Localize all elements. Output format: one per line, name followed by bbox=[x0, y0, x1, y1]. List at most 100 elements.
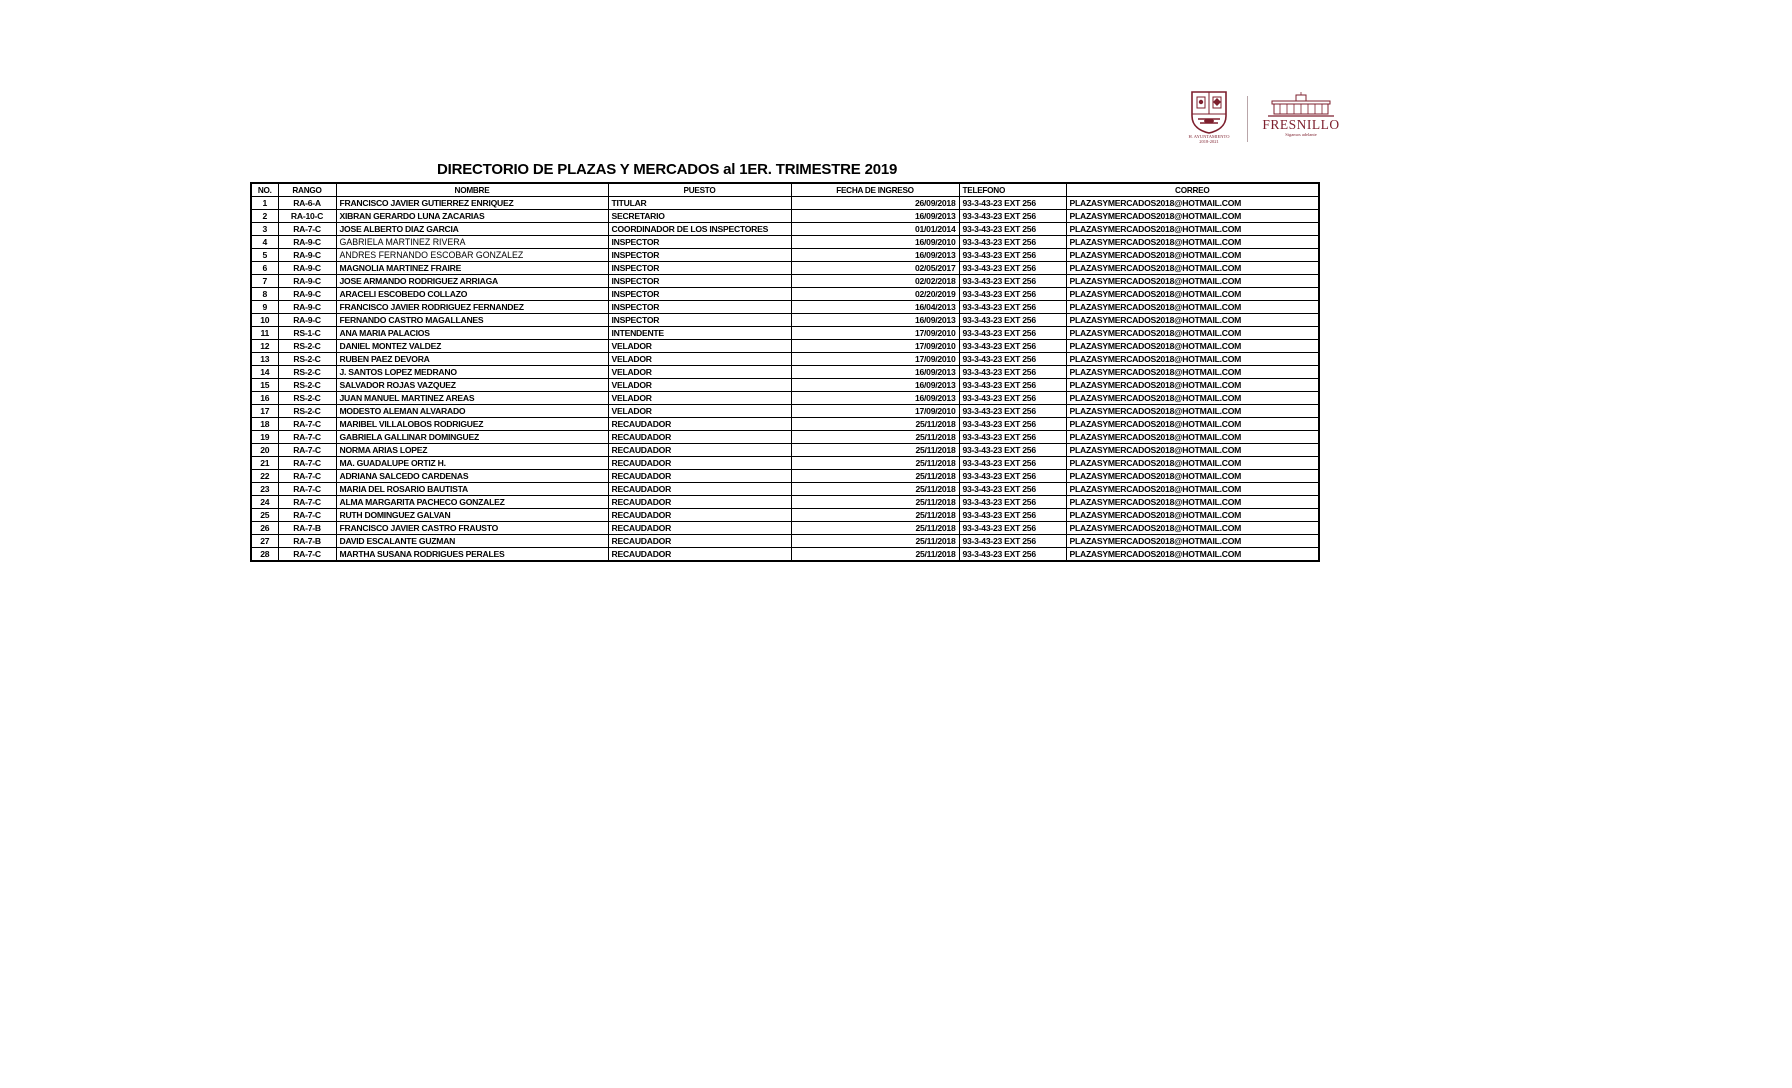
cell-puesto: INSPECTOR bbox=[607, 313, 792, 327]
crest-caption-line2: 2018-2021 bbox=[1199, 139, 1219, 144]
cell-rango: RA-9-C bbox=[277, 313, 337, 327]
cell-fecha: 25/11/2018 bbox=[790, 456, 960, 470]
cell-telefono: 93-3-43-23 EXT 256 bbox=[958, 326, 1067, 340]
cell-nombre: MARTHA SUSANA RODRIGUES PERALES bbox=[335, 547, 609, 562]
cell-no: 20 bbox=[250, 443, 279, 457]
fresnillo-logo: FRESNILLO Sigamos adelante bbox=[1257, 92, 1345, 138]
cell-fecha: 17/09/2010 bbox=[790, 404, 960, 418]
cell-correo: PLAZASYMERCADOS2018@HOTMAIL.COM bbox=[1065, 287, 1320, 301]
cell-rango: RA-7-B bbox=[277, 521, 337, 535]
cell-telefono: 93-3-43-23 EXT 256 bbox=[958, 443, 1067, 457]
cell-telefono: 93-3-43-23 EXT 256 bbox=[958, 196, 1067, 210]
cell-fecha: 26/09/2018 bbox=[790, 196, 960, 210]
cell-telefono: 93-3-43-23 EXT 256 bbox=[958, 261, 1067, 275]
cell-nombre: JOSE ARMANDO RODRIGUEZ ARRIAGA bbox=[335, 274, 609, 288]
cell-puesto: RECAUDADOR bbox=[607, 443, 792, 457]
cell-rango: RA-7-C bbox=[277, 456, 337, 470]
cell-nombre: SALVADOR ROJAS VAZQUEZ bbox=[335, 378, 609, 392]
cell-telefono: 93-3-43-23 EXT 256 bbox=[958, 313, 1067, 327]
cell-correo: PLAZASYMERCADOS2018@HOTMAIL.COM bbox=[1065, 534, 1320, 548]
cell-nombre: FRANCISCO JAVIER CASTRO FRAUSTO bbox=[335, 521, 609, 535]
cell-fecha: 25/11/2018 bbox=[790, 521, 960, 535]
cell-telefono: 93-3-43-23 EXT 256 bbox=[958, 482, 1067, 496]
cell-fecha: 25/11/2018 bbox=[790, 508, 960, 522]
cell-fecha: 25/11/2018 bbox=[790, 482, 960, 496]
cell-puesto: RECAUDADOR bbox=[607, 534, 792, 548]
cell-correo: PLAZASYMERCADOS2018@HOTMAIL.COM bbox=[1065, 378, 1320, 392]
table-row: 5 RA-9-C ANDRES FERNANDO ESCOBAR GONZALEZ I… bbox=[250, 248, 1320, 262]
cell-fecha: 16/09/2013 bbox=[790, 248, 960, 262]
cell-puesto: RECAUDADOR bbox=[607, 456, 792, 470]
cell-puesto: RECAUDADOR bbox=[607, 469, 792, 483]
cell-fecha: 25/11/2018 bbox=[790, 443, 960, 457]
crest-caption-line1: H. AYUNTAMIENTO bbox=[1188, 134, 1230, 139]
cell-puesto: RECAUDADOR bbox=[607, 430, 792, 444]
cell-nombre: ANA MARIA PALACIOS bbox=[335, 326, 609, 340]
cell-fecha: 25/11/2018 bbox=[790, 430, 960, 444]
cell-puesto: VELADOR bbox=[607, 404, 792, 418]
cell-rango: RA-9-C bbox=[277, 300, 337, 314]
table-row: 14 RS-2-C J. SANTOS LOPEZ MEDRANO VELADOR 16… bbox=[250, 365, 1320, 379]
cell-nombre: MA. GUADALUPE ORTIZ H. bbox=[335, 456, 609, 470]
cell-rango: RA-7-C bbox=[277, 222, 337, 236]
cell-rango: RA-10-C bbox=[277, 209, 337, 223]
cell-nombre: GABRIELA MARTINEZ RIVERA bbox=[335, 235, 609, 249]
cell-rango: RA-7-B bbox=[277, 534, 337, 548]
cell-no: 8 bbox=[250, 287, 279, 301]
cell-no: 12 bbox=[250, 339, 279, 353]
cell-no: 15 bbox=[250, 378, 279, 392]
cell-rango: RS-1-C bbox=[277, 326, 337, 340]
cell-no: 21 bbox=[250, 456, 279, 470]
cell-rango: RA-7-C bbox=[277, 430, 337, 444]
cell-no: 28 bbox=[250, 547, 279, 562]
cell-correo: PLAZASYMERCADOS2018@HOTMAIL.COM bbox=[1065, 391, 1320, 405]
cell-correo: PLAZASYMERCADOS2018@HOTMAIL.COM bbox=[1065, 300, 1320, 314]
cell-fecha: 01/01/2014 bbox=[790, 222, 960, 236]
cell-telefono: 93-3-43-23 EXT 256 bbox=[958, 469, 1067, 483]
cell-no: 5 bbox=[250, 248, 279, 262]
cell-correo: PLAZASYMERCADOS2018@HOTMAIL.COM bbox=[1065, 222, 1320, 236]
cell-telefono: 93-3-43-23 EXT 256 bbox=[958, 417, 1067, 431]
cell-no: 16 bbox=[250, 391, 279, 405]
page-title: DIRECTORIO DE PLAZAS Y MERCADOS al 1ER. … bbox=[437, 161, 898, 178]
cell-rango: RA-6-A bbox=[277, 196, 337, 210]
table-row: 18 RA-7-C MARIBEL VILLALOBOS RODRIGUEZ RECA… bbox=[250, 417, 1320, 431]
column-header-correo: CORREO bbox=[1065, 182, 1320, 197]
cell-rango: RA-9-C bbox=[277, 235, 337, 249]
cell-telefono: 93-3-43-23 EXT 256 bbox=[958, 339, 1067, 353]
cell-correo: PLAZASYMERCADOS2018@HOTMAIL.COM bbox=[1065, 326, 1320, 340]
cell-telefono: 93-3-43-23 EXT 256 bbox=[958, 248, 1067, 262]
cell-no: 1 bbox=[250, 196, 279, 210]
cell-rango: RA-7-C bbox=[277, 443, 337, 457]
cell-telefono: 93-3-43-23 EXT 256 bbox=[958, 456, 1067, 470]
fresnillo-building-icon bbox=[1257, 92, 1345, 118]
cell-fecha: 25/11/2018 bbox=[790, 495, 960, 509]
cell-nombre: ADRIANA SALCEDO CARDENAS bbox=[335, 469, 609, 483]
cell-nombre: FRANCISCO JAVIER GUTIERREZ ENRIQUEZ bbox=[335, 196, 609, 210]
cell-fecha: 25/11/2018 bbox=[790, 469, 960, 483]
table-row: 15 RS-2-C SALVADOR ROJAS VAZQUEZ VELADOR 16/… bbox=[250, 378, 1320, 392]
cell-rango: RS-2-C bbox=[277, 378, 337, 392]
cell-puesto: RECAUDADOR bbox=[607, 495, 792, 509]
table-row: 23 RA-7-C MARIA DEL ROSARIO BAUTISTA RECAUD… bbox=[250, 482, 1320, 496]
cell-correo: PLAZASYMERCADOS2018@HOTMAIL.COM bbox=[1065, 339, 1320, 353]
cell-no: 25 bbox=[250, 508, 279, 522]
cell-fecha: 02/02/2018 bbox=[790, 274, 960, 288]
cell-fecha: 16/09/2013 bbox=[790, 378, 960, 392]
cell-no: 18 bbox=[250, 417, 279, 431]
cell-rango: RS-2-C bbox=[277, 339, 337, 353]
cell-nombre: MAGNOLIA MARTINEZ FRAIRE bbox=[335, 261, 609, 275]
table-row: 6 RA-9-C MAGNOLIA MARTINEZ FRAIRE INSPECTOR… bbox=[250, 261, 1320, 275]
cell-puesto: SECRETARIO bbox=[607, 209, 792, 223]
cell-no: 23 bbox=[250, 482, 279, 496]
cell-fecha: 16/09/2013 bbox=[790, 365, 960, 379]
cell-puesto: VELADOR bbox=[607, 352, 792, 366]
table-row: 3 RA-7-C JOSE ALBERTO DIAZ GARCIA COORDINAD… bbox=[250, 222, 1320, 236]
cell-nombre: GABRIELA GALLINAR DOMINGUEZ bbox=[335, 430, 609, 444]
cell-puesto: INSPECTOR bbox=[607, 274, 792, 288]
cell-fecha: 16/09/2010 bbox=[790, 235, 960, 249]
cell-telefono: 93-3-43-23 EXT 256 bbox=[958, 378, 1067, 392]
table-row: 13 RS-2-C RUBEN PAEZ DEVORA VELADOR 17/09/20… bbox=[250, 352, 1320, 366]
cell-rango: RS-2-C bbox=[277, 391, 337, 405]
cell-correo: PLAZASYMERCADOS2018@HOTMAIL.COM bbox=[1065, 261, 1320, 275]
